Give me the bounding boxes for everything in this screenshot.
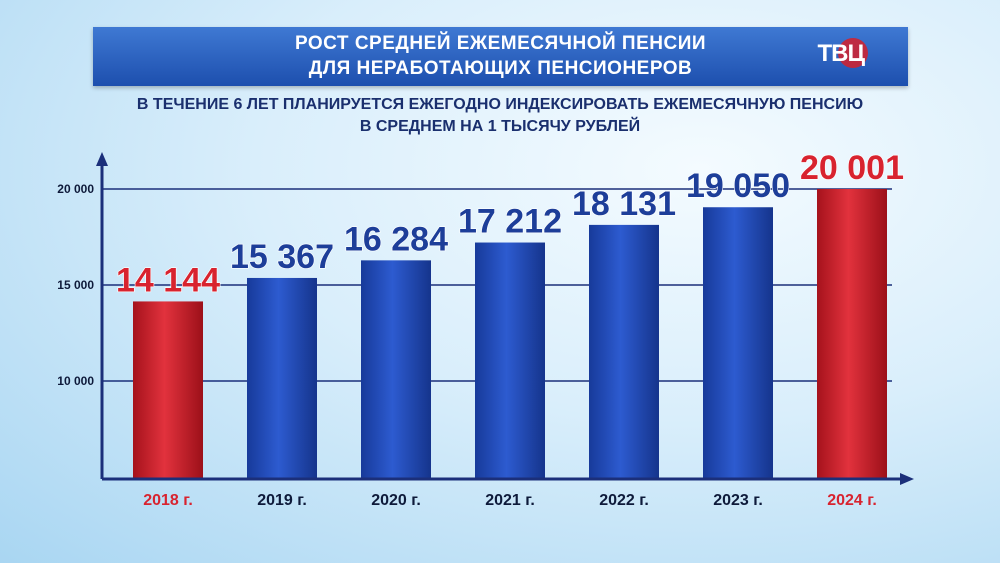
bars xyxy=(133,188,887,480)
axes xyxy=(96,152,914,485)
y-tick-label: 20 000 xyxy=(57,182,94,196)
data-label: 20 001 xyxy=(800,149,904,187)
data-label: 16 284 xyxy=(344,220,448,258)
bar xyxy=(703,207,773,480)
x-tick-label: 2024 г. xyxy=(827,492,877,509)
subtitle-line-1: В ТЕЧЕНИЕ 6 ЛЕТ ПЛАНИРУЕТСЯ ЕЖЕГОДНО ИНД… xyxy=(136,96,864,113)
bar xyxy=(589,224,659,479)
y-tick-label: 10 000 xyxy=(57,374,94,388)
data-label: 19 050 xyxy=(686,167,790,205)
x-tick-label: 2019 г. xyxy=(257,492,307,509)
bar xyxy=(133,301,203,479)
y-tick-label: 15 000 xyxy=(57,278,94,292)
bar xyxy=(817,188,887,479)
data-label: 14 144 xyxy=(116,261,220,299)
bar xyxy=(475,242,545,479)
x-tick-label: 2021 г. xyxy=(485,492,535,509)
data-label: 17 212 xyxy=(458,203,562,241)
x-tick-label: 2018 г. xyxy=(143,492,193,509)
channel-logo: ТВЦ xyxy=(817,40,865,67)
data-label: 15 367 xyxy=(230,238,334,276)
x-tick-label: 2023 г. xyxy=(713,492,763,509)
x-tick-label: 2022 г. xyxy=(599,492,649,509)
x-tick-label: 2020 г. xyxy=(371,492,421,509)
subtitle-line-2: В СРЕДНЕМ НА 1 ТЫСЯЧУ РУБЛЕЙ xyxy=(359,118,641,135)
y-axis-arrow xyxy=(96,152,108,166)
channel-logo-mark xyxy=(838,38,868,68)
labels: 10 000 15 000 20 000 14 144 2018 г. 15 367 201… xyxy=(57,148,904,509)
x-axis-arrow xyxy=(900,473,914,485)
chart-title-line-2: ДЛЯ НЕРАБОТАЮЩИХ ПЕНСИОНЕРОВ xyxy=(308,58,693,79)
chart-title-line-1: РОСТ СРЕДНЕЙ ЕЖЕМЕСЯЧНОЙ ПЕНСИИ xyxy=(294,33,707,54)
bar xyxy=(247,277,317,479)
data-label: 18 131 xyxy=(572,185,676,223)
title-banner: РОСТ СРЕДНЕЙ ЕЖЕМЕСЯЧНОЙ ПЕНСИИ ДЛЯ НЕРА… xyxy=(93,27,908,86)
bar xyxy=(361,260,431,479)
